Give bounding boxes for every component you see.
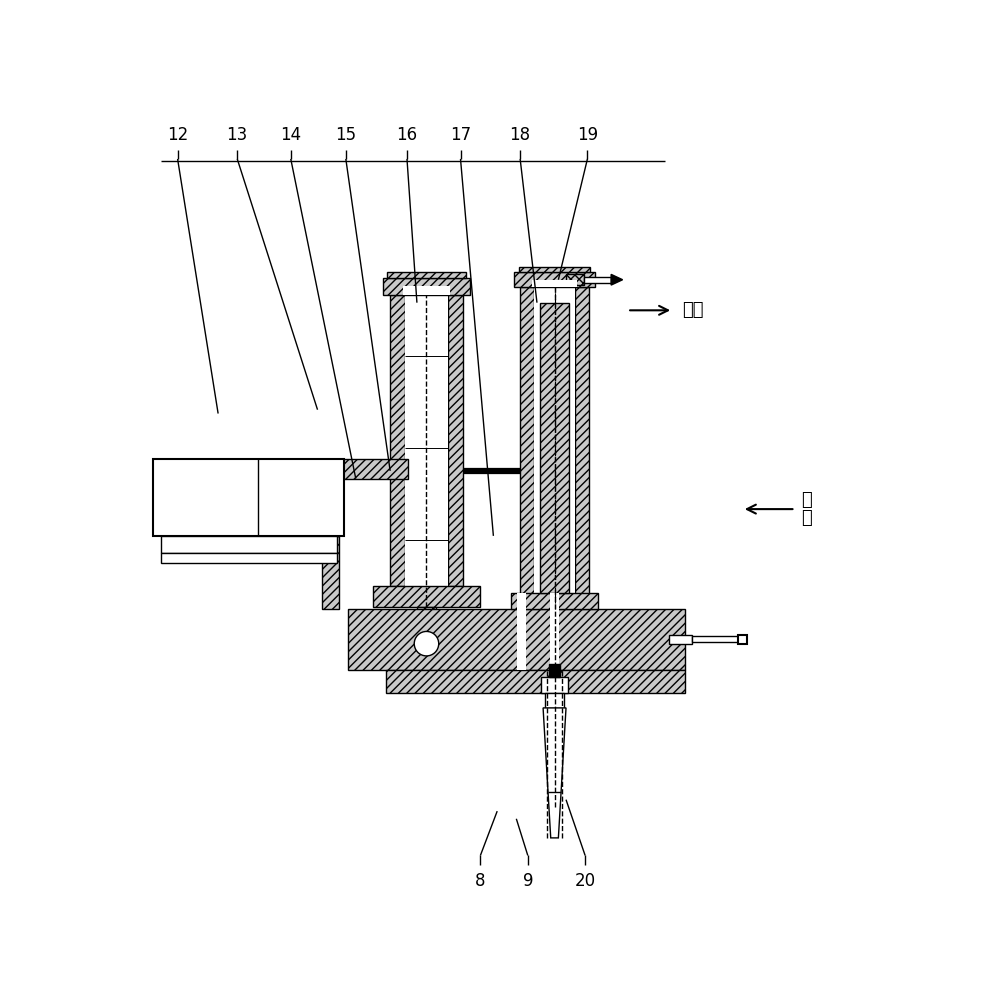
Text: 19: 19 [577, 126, 598, 144]
Text: 15: 15 [335, 126, 356, 144]
Bar [549, 663, 560, 677]
Bar [161, 553, 337, 563]
Bar [541, 677, 568, 693]
Bar [403, 286, 450, 295]
Text: 12: 12 [167, 126, 188, 144]
Bar [320, 460, 408, 479]
Bar [161, 536, 337, 553]
Text: 出气: 出气 [682, 301, 704, 320]
Bar [322, 479, 339, 609]
Bar [545, 693, 564, 708]
Bar [514, 272, 595, 287]
Text: 进
气: 进 气 [802, 492, 812, 527]
Bar [692, 637, 738, 642]
Bar [566, 274, 584, 285]
Bar [584, 277, 611, 283]
Bar [387, 272, 466, 278]
Text: 16: 16 [396, 126, 418, 144]
Bar [520, 287, 534, 609]
Bar [540, 303, 569, 593]
Bar [417, 607, 436, 632]
Text: 20: 20 [575, 872, 596, 891]
Bar [669, 635, 692, 643]
Bar [517, 593, 526, 669]
Polygon shape [611, 274, 623, 285]
Bar [511, 593, 598, 609]
Text: 9: 9 [523, 872, 533, 891]
Bar [386, 669, 685, 693]
Polygon shape [543, 708, 566, 838]
Bar [519, 267, 590, 272]
Bar [405, 295, 448, 586]
Text: 17: 17 [450, 126, 471, 144]
Bar [738, 635, 747, 643]
Circle shape [414, 632, 439, 656]
Text: 14: 14 [280, 126, 301, 144]
Bar [532, 280, 577, 287]
Text: 8: 8 [475, 872, 486, 891]
Bar [383, 278, 470, 295]
Bar [511, 609, 598, 632]
Bar [534, 287, 575, 609]
Bar [373, 586, 480, 607]
Bar [348, 609, 685, 669]
Bar [448, 295, 463, 586]
Bar [575, 287, 589, 609]
Bar [153, 460, 344, 536]
Text: 18: 18 [510, 126, 531, 144]
Bar [390, 295, 405, 586]
Bar [550, 593, 559, 669]
Text: 13: 13 [227, 126, 248, 144]
